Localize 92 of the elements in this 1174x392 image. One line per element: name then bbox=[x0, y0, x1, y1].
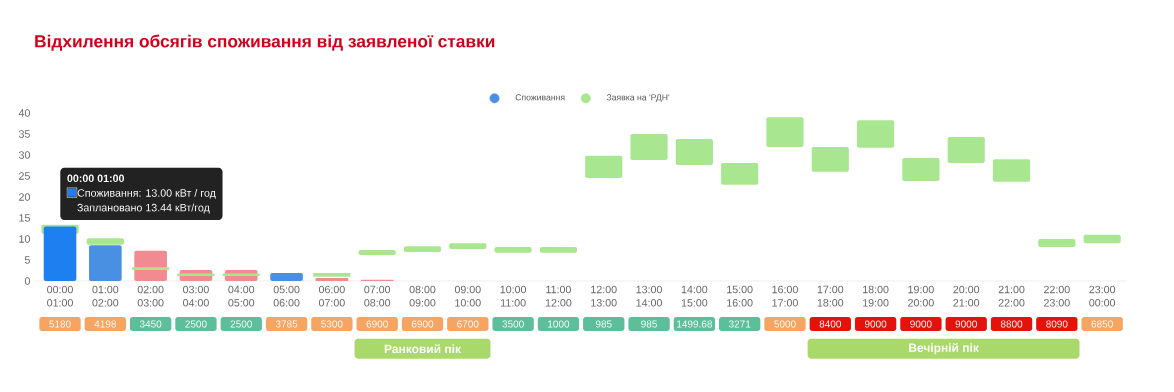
bar bbox=[358, 249, 396, 255]
category-label: 3785 bbox=[275, 320, 298, 328]
bar bbox=[313, 273, 351, 277]
category-label: 5180 bbox=[49, 320, 71, 328]
category-label: 8800 bbox=[1000, 320, 1023, 328]
category-label: 2500 bbox=[230, 320, 252, 328]
bar bbox=[857, 120, 895, 148]
bar bbox=[134, 250, 167, 281]
x-tick-label: 10:00 11:00 bbox=[500, 285, 527, 307]
annotation: Заплановано 13.44 кВт/год bbox=[77, 203, 210, 214]
bar bbox=[86, 238, 124, 245]
x-tick-label: 23:00 00:00 bbox=[1089, 285, 1116, 307]
chart-title: Відхилення обсягів споживання від заявленої ставки bbox=[35, 34, 495, 51]
x-tick-label: 08:00 09:00 bbox=[409, 285, 436, 307]
bar bbox=[675, 139, 713, 166]
bar bbox=[811, 147, 849, 172]
bar bbox=[132, 267, 170, 271]
bar bbox=[992, 159, 1031, 182]
y-tick-label: 35 bbox=[18, 130, 30, 138]
bar bbox=[585, 155, 623, 179]
y-tick-label: 25 bbox=[19, 172, 30, 180]
y-tick-label: 10 bbox=[19, 235, 30, 243]
annotation: 00:00 01:00 bbox=[67, 174, 125, 183]
x-tick-label: 13:00 14:00 bbox=[636, 285, 662, 307]
category-label: 1499.68 bbox=[677, 320, 712, 328]
category-label: 3500 bbox=[502, 320, 524, 328]
text: Вечірній пік bbox=[909, 342, 979, 355]
y-tick-label: 40 bbox=[18, 109, 30, 117]
category-label: 1000 bbox=[548, 320, 570, 328]
x-tick-label: 12:00 13:00 bbox=[591, 285, 617, 307]
category-label: 985 bbox=[595, 320, 612, 328]
text: Ранковий пік bbox=[384, 344, 462, 354]
x-tick-label: 14:00 15:00 bbox=[681, 285, 708, 307]
bar bbox=[539, 246, 578, 253]
bar bbox=[902, 157, 940, 182]
y-tick-label: 30 bbox=[18, 151, 30, 159]
category-label: 6900 bbox=[366, 320, 388, 328]
bar bbox=[766, 117, 804, 148]
x-tick-label: 00:00 01:00 bbox=[47, 285, 73, 307]
category-label: 9000 bbox=[955, 320, 977, 328]
x-tick-label: 20:00 21:00 bbox=[953, 285, 980, 307]
bar bbox=[721, 162, 759, 185]
category-label: 4198 bbox=[94, 320, 117, 328]
legend-label: Заявка на 'РДН' bbox=[606, 94, 670, 103]
category-label: 3271 bbox=[728, 320, 751, 328]
bar bbox=[270, 273, 303, 281]
legend-label: Споживання bbox=[515, 94, 565, 101]
x-tick-label: 17:00 18:00 bbox=[817, 285, 844, 307]
category-label: 6700 bbox=[457, 320, 479, 328]
x-tick-label: 01:00 02:00 bbox=[92, 285, 119, 307]
x-tick-label: 19:00 20:00 bbox=[908, 285, 934, 307]
bar bbox=[947, 136, 985, 163]
bar bbox=[222, 273, 260, 276]
x-tick-label: 18:00 19:00 bbox=[863, 285, 889, 307]
x-tick-label: 05:00 06:00 bbox=[273, 285, 300, 307]
x-tick-label: 06:00 07:00 bbox=[318, 285, 345, 307]
category-label: 5000 bbox=[774, 320, 796, 328]
category-label: 8090 bbox=[1046, 320, 1068, 328]
category-label: 2500 bbox=[185, 320, 207, 328]
bar bbox=[449, 243, 487, 250]
bar bbox=[630, 134, 668, 161]
category-label: 6850 bbox=[1091, 320, 1113, 328]
x-tick-label: 04:00 05:00 bbox=[228, 285, 255, 307]
y-tick-label: 15 bbox=[19, 214, 30, 222]
x-tick-label: 21:00 22:00 bbox=[998, 285, 1025, 307]
category-label: 9000 bbox=[864, 320, 887, 328]
category-label: 6900 bbox=[411, 320, 434, 328]
bar bbox=[43, 226, 77, 281]
category-label: 3450 bbox=[139, 320, 162, 328]
category-label: 985 bbox=[641, 320, 657, 328]
y-tick-label: 20 bbox=[19, 193, 30, 201]
x-tick-label: 15:00 16:00 bbox=[727, 285, 753, 307]
bar bbox=[89, 245, 122, 281]
x-tick-label: 07:00 08:00 bbox=[364, 285, 391, 307]
bar bbox=[494, 246, 532, 253]
y-tick-label: 5 bbox=[24, 256, 30, 264]
bar bbox=[315, 278, 349, 281]
y-tick-label: 0 bbox=[24, 277, 30, 285]
bar bbox=[1083, 234, 1121, 244]
x-tick-label: 16:00 17:00 bbox=[772, 285, 798, 307]
x-tick-label: 02:00 03:00 bbox=[137, 285, 164, 307]
x-tick-label: 03:00 04:00 bbox=[183, 285, 209, 307]
bar bbox=[1038, 238, 1076, 247]
x-tick-label: 22:00 23:00 bbox=[1044, 285, 1070, 307]
bar bbox=[403, 246, 442, 253]
annotation: Споживання: 13.00 кВт / год bbox=[77, 188, 216, 199]
category-label: 8400 bbox=[819, 320, 842, 328]
x-tick-label: 09:00 10:00 bbox=[454, 285, 481, 307]
category-label: 9000 bbox=[910, 320, 932, 328]
category-label: 5300 bbox=[321, 320, 343, 328]
x-tick-label: 11:00 12:00 bbox=[545, 285, 572, 307]
bar bbox=[177, 273, 215, 276]
